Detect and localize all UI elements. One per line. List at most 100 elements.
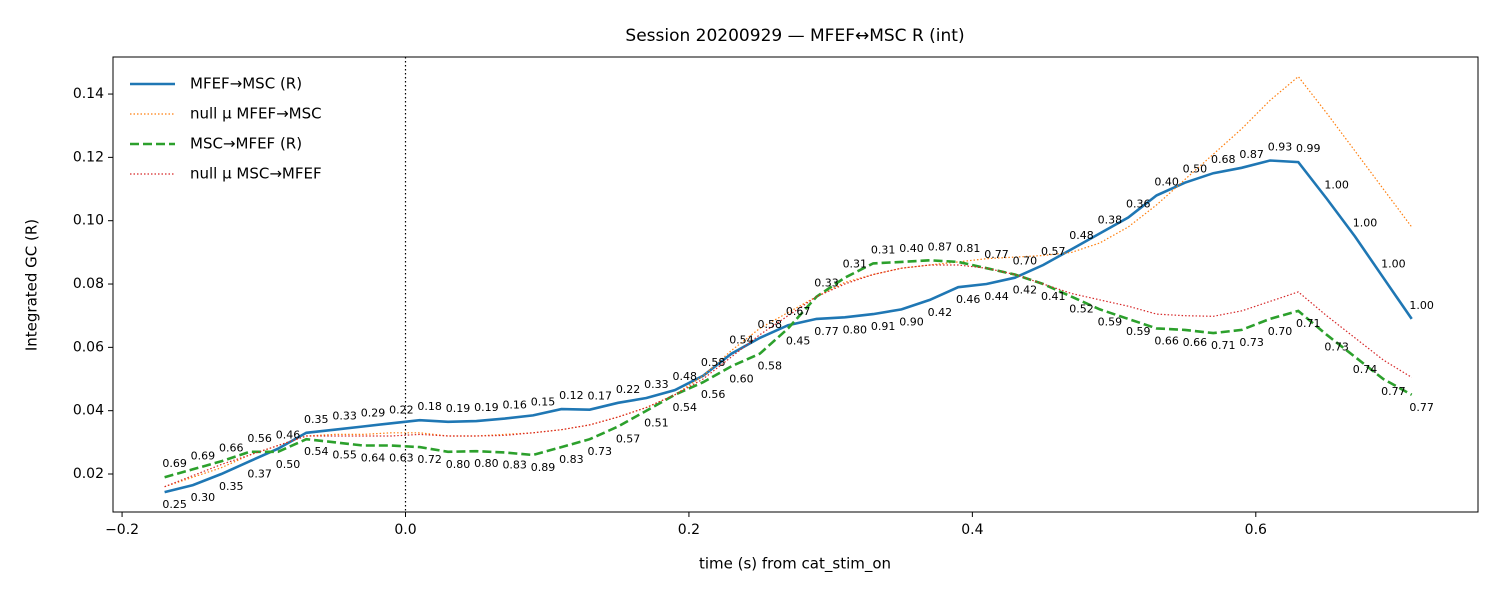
point-label: 0.41 xyxy=(1041,290,1066,303)
point-label: 0.56 xyxy=(701,388,726,401)
point-label: 0.52 xyxy=(1069,303,1094,316)
y-tick-label: 0.12 xyxy=(73,149,104,165)
x-tick-label: 0.0 xyxy=(394,522,416,538)
point-label: 0.67 xyxy=(786,305,811,318)
point-label: 0.68 xyxy=(1211,153,1236,166)
point-label: 0.56 xyxy=(247,432,272,445)
point-label: 0.99 xyxy=(1296,142,1321,155)
point-label: 0.42 xyxy=(928,306,953,319)
point-label: 0.16 xyxy=(502,399,527,412)
point-label: 0.54 xyxy=(673,401,698,414)
point-label: 0.42 xyxy=(1013,284,1038,297)
point-label: 0.74 xyxy=(1353,363,1378,376)
point-label: 0.80 xyxy=(474,457,499,470)
point-label: 0.58 xyxy=(701,356,726,369)
point-label: 0.66 xyxy=(1183,336,1208,349)
point-label: 0.18 xyxy=(417,400,442,413)
point-label: 0.87 xyxy=(1239,148,1264,161)
y-tick-label: 0.02 xyxy=(73,466,104,482)
point-label: 0.66 xyxy=(1154,334,1179,347)
point-label: 0.33 xyxy=(814,277,839,290)
point-label: 0.46 xyxy=(956,293,981,306)
point-label: 0.72 xyxy=(417,453,442,466)
x-tick-label: 0.6 xyxy=(1245,522,1267,538)
point-label: 0.77 xyxy=(1409,401,1434,414)
point-label: 0.77 xyxy=(1381,385,1406,398)
point-label: 0.60 xyxy=(729,372,754,385)
point-label: 0.87 xyxy=(928,240,953,253)
point-label: 0.89 xyxy=(531,461,556,474)
y-tick-label: 0.06 xyxy=(73,339,104,355)
point-label: 0.19 xyxy=(446,402,471,415)
point-label: 0.57 xyxy=(1041,245,1066,258)
legend-label: null μ MSC→MFEF xyxy=(190,165,322,183)
point-label: 0.54 xyxy=(729,334,754,347)
point-label: 0.12 xyxy=(559,389,584,402)
x-tick-label: 0.2 xyxy=(678,522,700,538)
legend-label: null μ MFEF→MSC xyxy=(190,105,322,123)
legend-label: MFEF→MSC (R) xyxy=(190,75,302,93)
point-label: 0.90 xyxy=(899,315,924,328)
point-label: 0.70 xyxy=(1268,325,1293,338)
x-tick-label: 0.4 xyxy=(961,522,983,538)
point-label: 0.69 xyxy=(162,457,187,470)
point-label: 0.73 xyxy=(1239,336,1264,349)
point-label: 0.15 xyxy=(531,395,556,408)
point-label: 1.00 xyxy=(1381,258,1406,271)
point-label: 0.29 xyxy=(361,407,386,420)
point-label: 0.63 xyxy=(389,452,414,465)
point-label: 0.44 xyxy=(984,290,1009,303)
point-label: 0.36 xyxy=(1126,198,1151,211)
y-tick-label: 0.08 xyxy=(73,276,104,292)
point-label: 0.48 xyxy=(673,370,698,383)
point-label: 0.83 xyxy=(559,453,584,466)
point-label: 0.55 xyxy=(332,448,357,461)
point-label: 0.80 xyxy=(843,323,868,336)
point-label: 0.93 xyxy=(1268,141,1293,154)
point-label: 0.91 xyxy=(871,320,896,333)
point-label: 0.57 xyxy=(616,433,641,446)
point-label: 0.38 xyxy=(1098,213,1123,226)
point-label: 0.33 xyxy=(644,378,669,391)
point-label: 0.58 xyxy=(758,318,783,331)
point-label: 0.31 xyxy=(843,258,868,271)
point-label: 1.00 xyxy=(1409,299,1434,312)
point-label: 0.66 xyxy=(219,441,244,454)
point-label: 0.54 xyxy=(304,445,329,458)
point-label: 0.73 xyxy=(587,445,612,458)
point-label: 1.00 xyxy=(1353,217,1378,230)
x-tick-label: −0.2 xyxy=(105,522,139,538)
point-label: 0.46 xyxy=(276,429,301,442)
point-label: 0.22 xyxy=(389,403,414,416)
point-label: 0.35 xyxy=(304,413,329,426)
plot-frame xyxy=(112,56,1479,513)
point-label: 0.35 xyxy=(219,480,244,493)
point-label: 0.40 xyxy=(1154,175,1179,188)
chart-title: Session 20200929 — MFEF↔MSC R (int) xyxy=(625,26,964,46)
y-tick-label: 0.14 xyxy=(73,86,104,102)
point-label: 0.64 xyxy=(361,452,386,465)
point-label: 0.19 xyxy=(474,401,499,414)
point-label: 0.48 xyxy=(1069,229,1094,242)
y-tick-label: 0.10 xyxy=(73,213,104,229)
point-label: 0.51 xyxy=(644,417,669,430)
point-label: 0.31 xyxy=(871,243,896,256)
point-label: 0.50 xyxy=(1183,163,1208,176)
point-label: 0.45 xyxy=(786,334,811,347)
point-label: 0.80 xyxy=(446,458,471,471)
series-line xyxy=(164,258,1413,479)
point-label: 0.73 xyxy=(1324,341,1349,354)
point-label: 0.71 xyxy=(1211,339,1236,352)
point-label: 0.17 xyxy=(587,390,612,403)
point-label: 0.70 xyxy=(1013,255,1038,268)
series-line xyxy=(164,159,1413,494)
point-label: 0.59 xyxy=(1098,315,1123,328)
point-label: 0.81 xyxy=(956,242,981,255)
point-label: 0.22 xyxy=(616,383,641,396)
point-label: 0.40 xyxy=(899,242,924,255)
legend-label: MSC→MFEF (R) xyxy=(190,135,302,153)
point-label: 0.77 xyxy=(814,325,839,338)
series-line xyxy=(164,264,1413,488)
